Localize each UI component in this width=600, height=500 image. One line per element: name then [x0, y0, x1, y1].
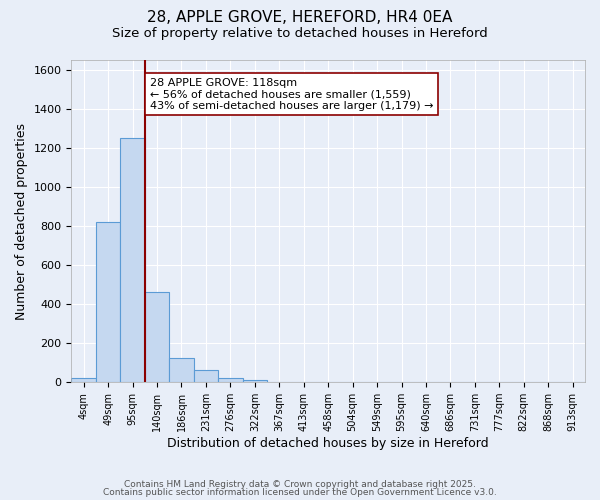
Text: Contains HM Land Registry data © Crown copyright and database right 2025.: Contains HM Land Registry data © Crown c… [124, 480, 476, 489]
Bar [194, 370, 218, 382]
Bar [169, 358, 194, 382]
Text: Size of property relative to detached houses in Hereford: Size of property relative to detached ho… [112, 28, 488, 40]
Text: 28 APPLE GROVE: 118sqm
← 56% of detached houses are smaller (1,559)
43% of semi-: 28 APPLE GROVE: 118sqm ← 56% of detached… [150, 78, 433, 111]
Bar [71, 378, 96, 382]
Text: Contains public sector information licensed under the Open Government Licence v3: Contains public sector information licen… [103, 488, 497, 497]
Y-axis label: Number of detached properties: Number of detached properties [15, 122, 28, 320]
Bar [218, 378, 242, 382]
Text: 28, APPLE GROVE, HEREFORD, HR4 0EA: 28, APPLE GROVE, HEREFORD, HR4 0EA [148, 10, 452, 25]
Bar [121, 138, 145, 382]
Bar [242, 380, 267, 382]
X-axis label: Distribution of detached houses by size in Hereford: Distribution of detached houses by size … [167, 437, 489, 450]
Bar [145, 292, 169, 382]
Bar [96, 222, 121, 382]
